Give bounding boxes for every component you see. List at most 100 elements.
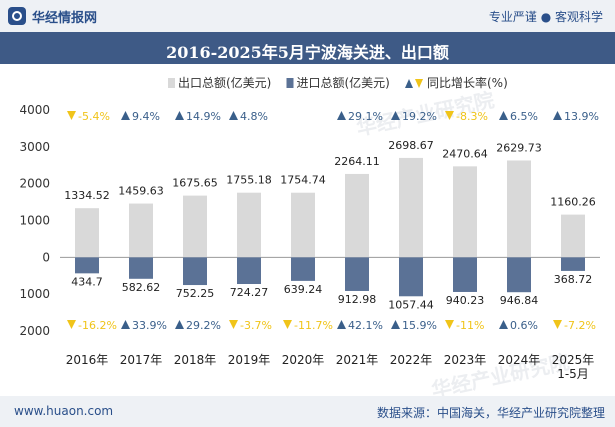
x-tick-label: 2020年: [282, 353, 325, 367]
export-growth-down-icon: [67, 111, 76, 120]
logo-text: 华经情报网: [32, 10, 98, 26]
import-growth-label: 29.2%: [186, 319, 221, 332]
import-bar: [399, 257, 423, 297]
legend-swatch: [168, 78, 175, 88]
import-growth-up-icon: [337, 320, 346, 329]
import-value-label: 946.84: [500, 294, 539, 307]
export-growth-label: -5.4%: [78, 110, 110, 123]
export-value-label: 1160.26: [550, 196, 596, 209]
import-growth-down-icon: [67, 320, 76, 329]
import-growth-label: -16.2%: [78, 319, 117, 332]
import-growth-down-icon: [283, 320, 292, 329]
export-value-label: 2698.67: [388, 139, 434, 152]
import-growth-up-icon: [121, 320, 130, 329]
export-value-label: 2629.73: [496, 141, 542, 154]
export-growth-up-icon: [391, 111, 400, 120]
export-growth-up-icon: [229, 111, 238, 120]
export-bar: [183, 195, 207, 258]
import-value-label: 940.23: [446, 294, 485, 307]
top-bar: 华经情报网 专业严谨 ● 客观科学: [0, 0, 615, 32]
x-tick-label: 2018年: [174, 353, 217, 367]
legend-swatch: [286, 78, 294, 88]
logo-icon: [8, 7, 26, 25]
export-growth-label: 9.4%: [132, 110, 160, 123]
import-growth-label: 0.6%: [510, 319, 538, 332]
x-tick-label: 2021年: [336, 353, 379, 367]
y-tick-label: 2000: [19, 324, 50, 338]
import-value-label: 752.25: [176, 287, 215, 300]
chart-area: 出口总额(亿美元) 进口总额(亿美元) 同比增长率(%) 4000 3000 2000 10…: [19, 75, 600, 381]
export-value-label: 1754.74: [280, 174, 326, 187]
import-growth-label: -11.7%: [294, 319, 333, 332]
export-bar: [453, 166, 477, 258]
import-bar: [453, 257, 477, 292]
y-tick-label: 0: [42, 250, 50, 264]
export-value-label: 1459.63: [118, 185, 164, 198]
x-tick-label: 2016年: [66, 353, 109, 367]
x-tick-label: 2024年: [498, 353, 541, 367]
export-bar: [291, 192, 315, 258]
export-bar: [345, 173, 369, 258]
import-growth-up-icon: [391, 320, 400, 329]
import-bar: [561, 257, 585, 271]
x-tick-label: 2023年: [444, 353, 487, 367]
export-value-label: 1755.18: [226, 174, 272, 187]
import-bar: [507, 257, 531, 293]
export-growth-label: -8.3%: [456, 110, 488, 123]
export-bar: [129, 203, 153, 258]
import-value-label: 368.72: [554, 273, 593, 286]
y-tick-label: 1000: [19, 287, 50, 301]
export-growth-down-icon: [445, 111, 454, 120]
footer-bar: www.huaon.com 数据来源：中国海关，华经产业研究院整理: [0, 396, 615, 427]
x-tick-label: 2019年: [228, 353, 271, 367]
legend-label: 进口总额(亿美元): [297, 75, 390, 90]
import-bar: [237, 257, 261, 285]
import-value-label: 724.27: [230, 286, 269, 299]
x-tick-label: 2017年: [120, 353, 163, 367]
import-bar: [129, 257, 153, 279]
export-growth-up-icon: [121, 111, 130, 120]
export-growth-up-icon: [553, 111, 562, 120]
export-value-label: 2264.11: [334, 155, 380, 168]
export-growth-up-icon: [499, 111, 508, 120]
import-growth-down-icon: [553, 320, 562, 329]
x-tick-label: 1-5月: [557, 367, 589, 381]
export-value-label: 1334.52: [64, 189, 110, 202]
site-url[interactable]: www.huaon.com: [14, 404, 114, 418]
export-growth-label: 13.9%: [564, 110, 599, 123]
export-growth-label: 14.9%: [186, 110, 221, 123]
import-value-label: 639.24: [284, 283, 323, 296]
import-growth-up-icon: [175, 320, 184, 329]
x-tick-label: 2022年: [390, 353, 433, 367]
import-growth-label: -3.7%: [240, 319, 272, 332]
export-growth-up-icon: [337, 111, 346, 120]
legend-down-icon: [415, 79, 423, 88]
import-bar: [75, 257, 99, 274]
export-bar: [75, 208, 99, 258]
export-bar: [237, 192, 261, 258]
export-growth-label: 6.5%: [510, 110, 538, 123]
import-value-label: 912.98: [338, 293, 377, 306]
tagline: 专业严谨 ● 客观科学: [488, 10, 603, 24]
legend-label: 出口总额(亿美元): [178, 75, 271, 90]
export-growth-label: 4.8%: [240, 110, 268, 123]
import-growth-label: 15.9%: [402, 319, 437, 332]
y-tick-label: 3000: [19, 140, 50, 154]
x-tick-label: 2025年: [552, 353, 595, 367]
import-value-label: 1057.44: [388, 298, 434, 311]
legend-label: 同比增长率(%): [427, 75, 508, 90]
import-growth-down-icon: [445, 320, 454, 329]
logo: 华经情报网: [8, 6, 97, 26]
export-growth-up-icon: [175, 111, 184, 120]
y-tick-label: 1000: [19, 214, 50, 228]
export-bar: [561, 214, 585, 258]
import-growth-label: -7.2%: [564, 319, 596, 332]
import-bar: [345, 257, 369, 291]
export-bar: [507, 160, 531, 258]
legend-up-icon: [405, 79, 413, 88]
import-bar: [183, 257, 207, 286]
data-source: 数据来源：中国海关，华经产业研究院整理: [376, 406, 605, 420]
y-tick-label: 4000: [19, 103, 50, 117]
import-value-label: 582.62: [122, 281, 161, 294]
import-growth-label: 42.1%: [348, 319, 383, 332]
